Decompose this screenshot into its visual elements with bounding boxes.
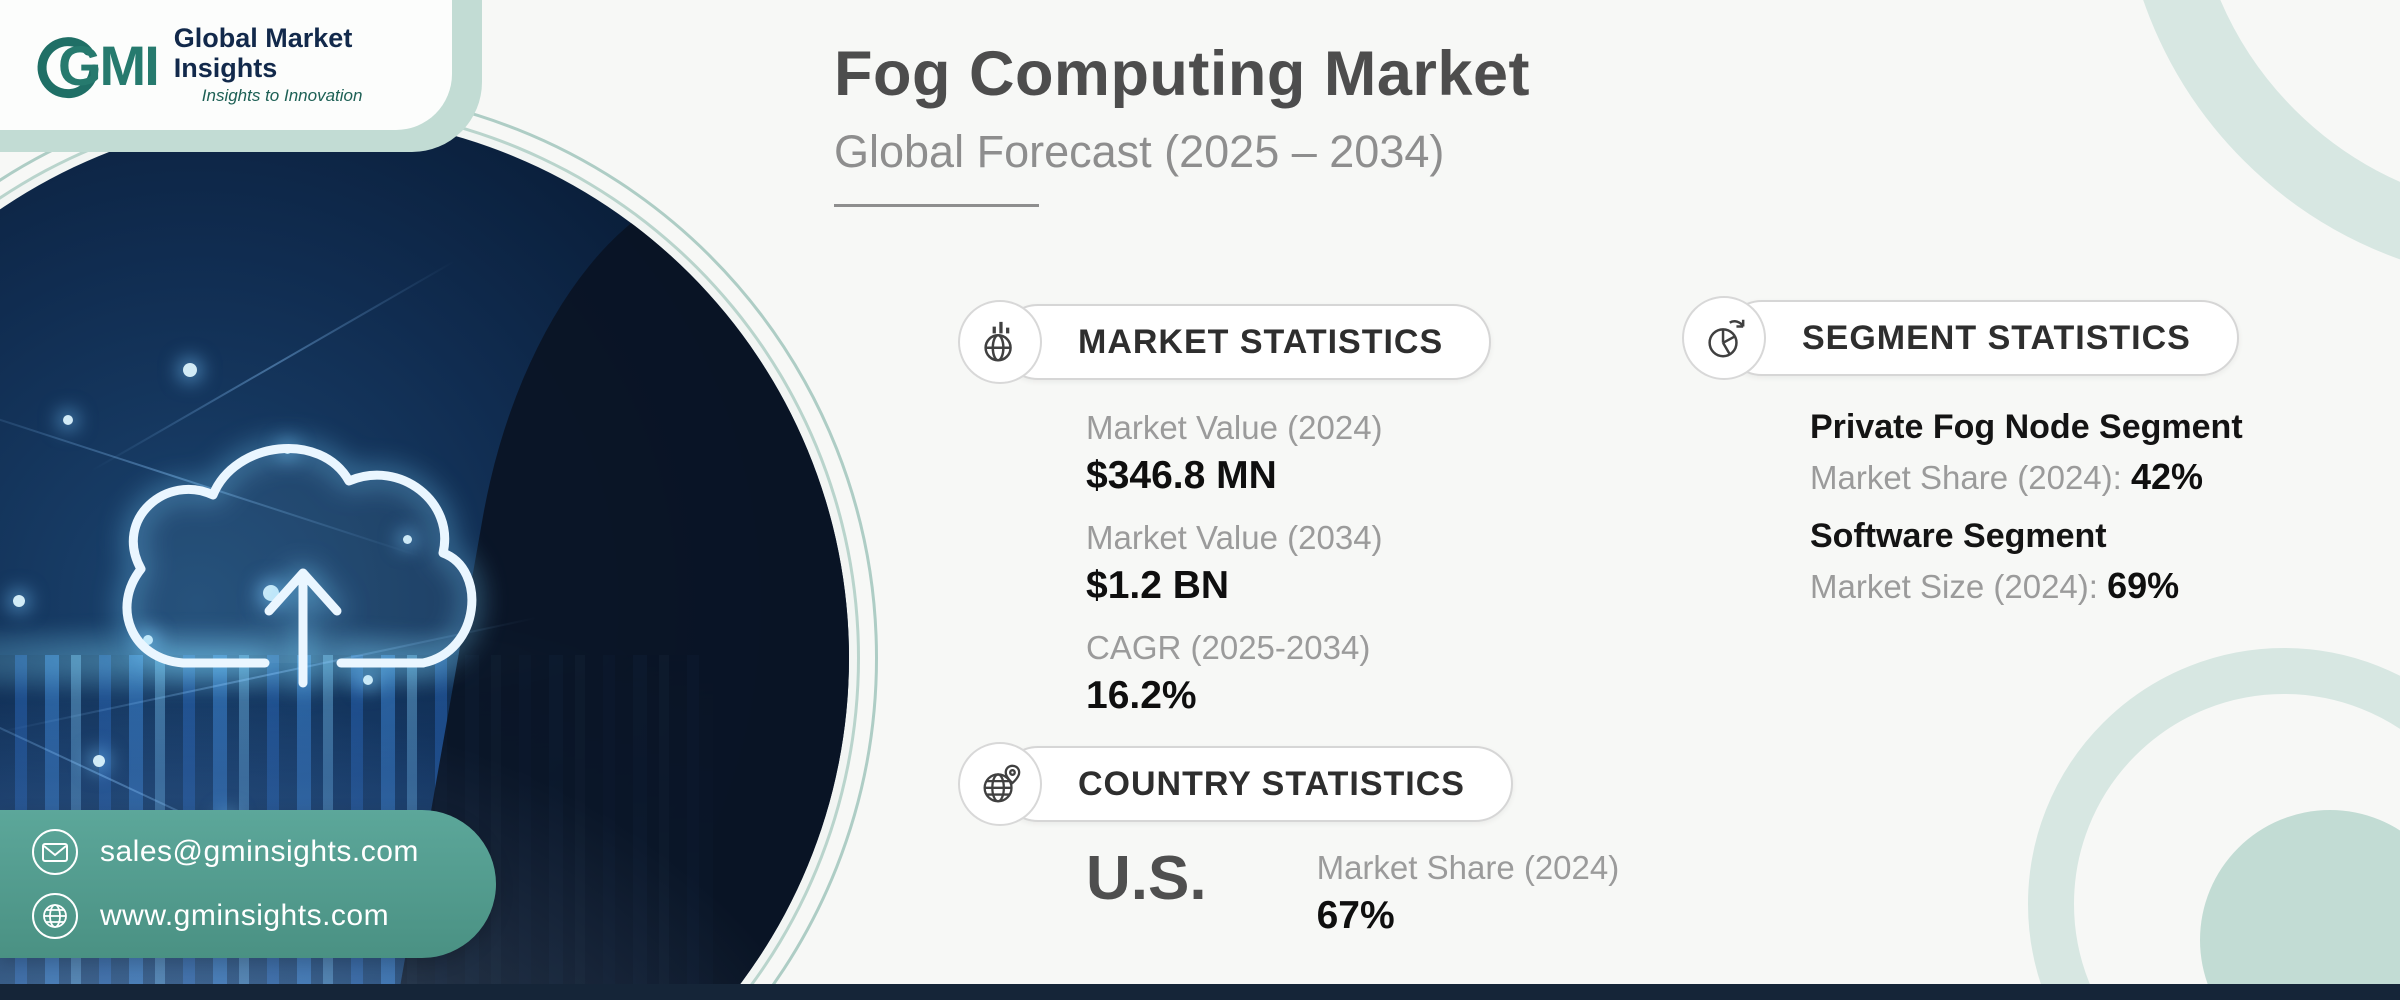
segment-label: Market Size (2024):: [1810, 568, 2098, 605]
gmi-swoosh-icon: [37, 37, 99, 99]
glow-dot: [403, 535, 412, 544]
decor-ring-top-right: [2120, 0, 2400, 284]
glow-dot: [63, 415, 73, 425]
market-statistics-section: MARKET STATISTICS Market Value (2024) $3…: [958, 300, 1492, 736]
segment-row: Software Segment Market Size (2024): 69%: [1810, 511, 2243, 612]
globe-bar-chart-icon: [984, 321, 1012, 362]
globe-location-pin-icon: [983, 764, 1021, 803]
glow-dot: [13, 595, 25, 607]
country-statistics-heading: COUNTRY STATISTICS: [1000, 746, 1513, 822]
company-tagline: Insights to Innovation: [201, 86, 363, 106]
market-stat-row: CAGR (2025-2034) 16.2%: [1086, 626, 1491, 722]
market-stat-row: Market Value (2024) $346.8 MN: [1086, 406, 1491, 502]
country-statistics-badge: [958, 742, 1042, 826]
market-stat-value: 16.2%: [1086, 674, 1197, 717]
glow-dot: [93, 755, 105, 767]
country-statistics-section: COUNTRY STATISTICS U.S. Market Share (20…: [958, 742, 1619, 942]
glow-dot: [363, 675, 373, 685]
segment-statistics-section: SEGMENT STATISTICS Private Fog Node Segm…: [1682, 296, 2243, 620]
envelope-icon: [32, 829, 78, 875]
segment-value: 42%: [2130, 456, 2204, 497]
gmi-logo-mark: GMI: [30, 29, 160, 101]
segment-name: Private Fog Node Segment: [1810, 408, 2243, 446]
segment-row: Private Fog Node Segment Market Share (2…: [1810, 402, 2243, 503]
company-name: Global Market Insights: [173, 22, 353, 83]
market-stat-label: CAGR (2025-2034): [1086, 629, 1371, 666]
country-name: U.S.: [1086, 844, 1207, 913]
gmi-logo: GMI Global Market Insights Insights to I…: [0, 0, 452, 130]
gmi-letters: GMI: [58, 33, 160, 97]
page-subtitle: Global Forecast (2025 – 2034): [834, 126, 1445, 177]
pie-chart-arrow-icon: [1708, 319, 1745, 358]
segment-statistics-heading: SEGMENT STATISTICS: [1724, 300, 2239, 376]
market-stat-label: Market Value (2024): [1086, 409, 1383, 446]
globe-icon: [32, 893, 78, 939]
glow-dot: [263, 585, 279, 601]
country-stat-row: Market Share (2024) 67%: [1317, 846, 1620, 942]
market-stat-value: $1.2 BN: [1086, 564, 1230, 607]
market-statistics-badge: [958, 300, 1042, 384]
cloud-upload-icon: [83, 415, 513, 735]
market-statistics-heading: MARKET STATISTICS: [1000, 304, 1492, 380]
country-stat-value: 67%: [1316, 894, 1395, 937]
segment-name: Software Segment: [1810, 517, 2107, 555]
subtitle-underline: [834, 204, 1039, 207]
segment-statistics-badge: [1682, 296, 1766, 380]
segment-value: 69%: [2107, 565, 2180, 606]
country-stat-label: Market Share (2024): [1316, 849, 1620, 886]
contact-website: www.gminsights.com: [100, 899, 390, 932]
market-stat-label: Market Value (2034): [1086, 519, 1383, 556]
segment-label: Market Share (2024):: [1810, 459, 2122, 496]
contact-website-row: www.gminsights.com: [32, 893, 496, 939]
market-stat-row: Market Value (2034) $1.2 BN: [1086, 516, 1491, 612]
market-stat-value: $346.8 MN: [1086, 454, 1277, 497]
bottom-navy-bar: [0, 984, 2400, 1000]
contact-email: sales@gminsights.com: [100, 835, 419, 868]
contact-email-row: sales@gminsights.com: [32, 829, 496, 875]
page-title: Fog Computing Market: [834, 39, 1530, 109]
glow-dot: [143, 635, 153, 645]
contact-panel: sales@gminsights.com www.gminsights.com: [0, 810, 496, 958]
glow-dot: [183, 363, 197, 377]
report-header: Fog Computing Market Global Forecast (20…: [834, 38, 1530, 207]
